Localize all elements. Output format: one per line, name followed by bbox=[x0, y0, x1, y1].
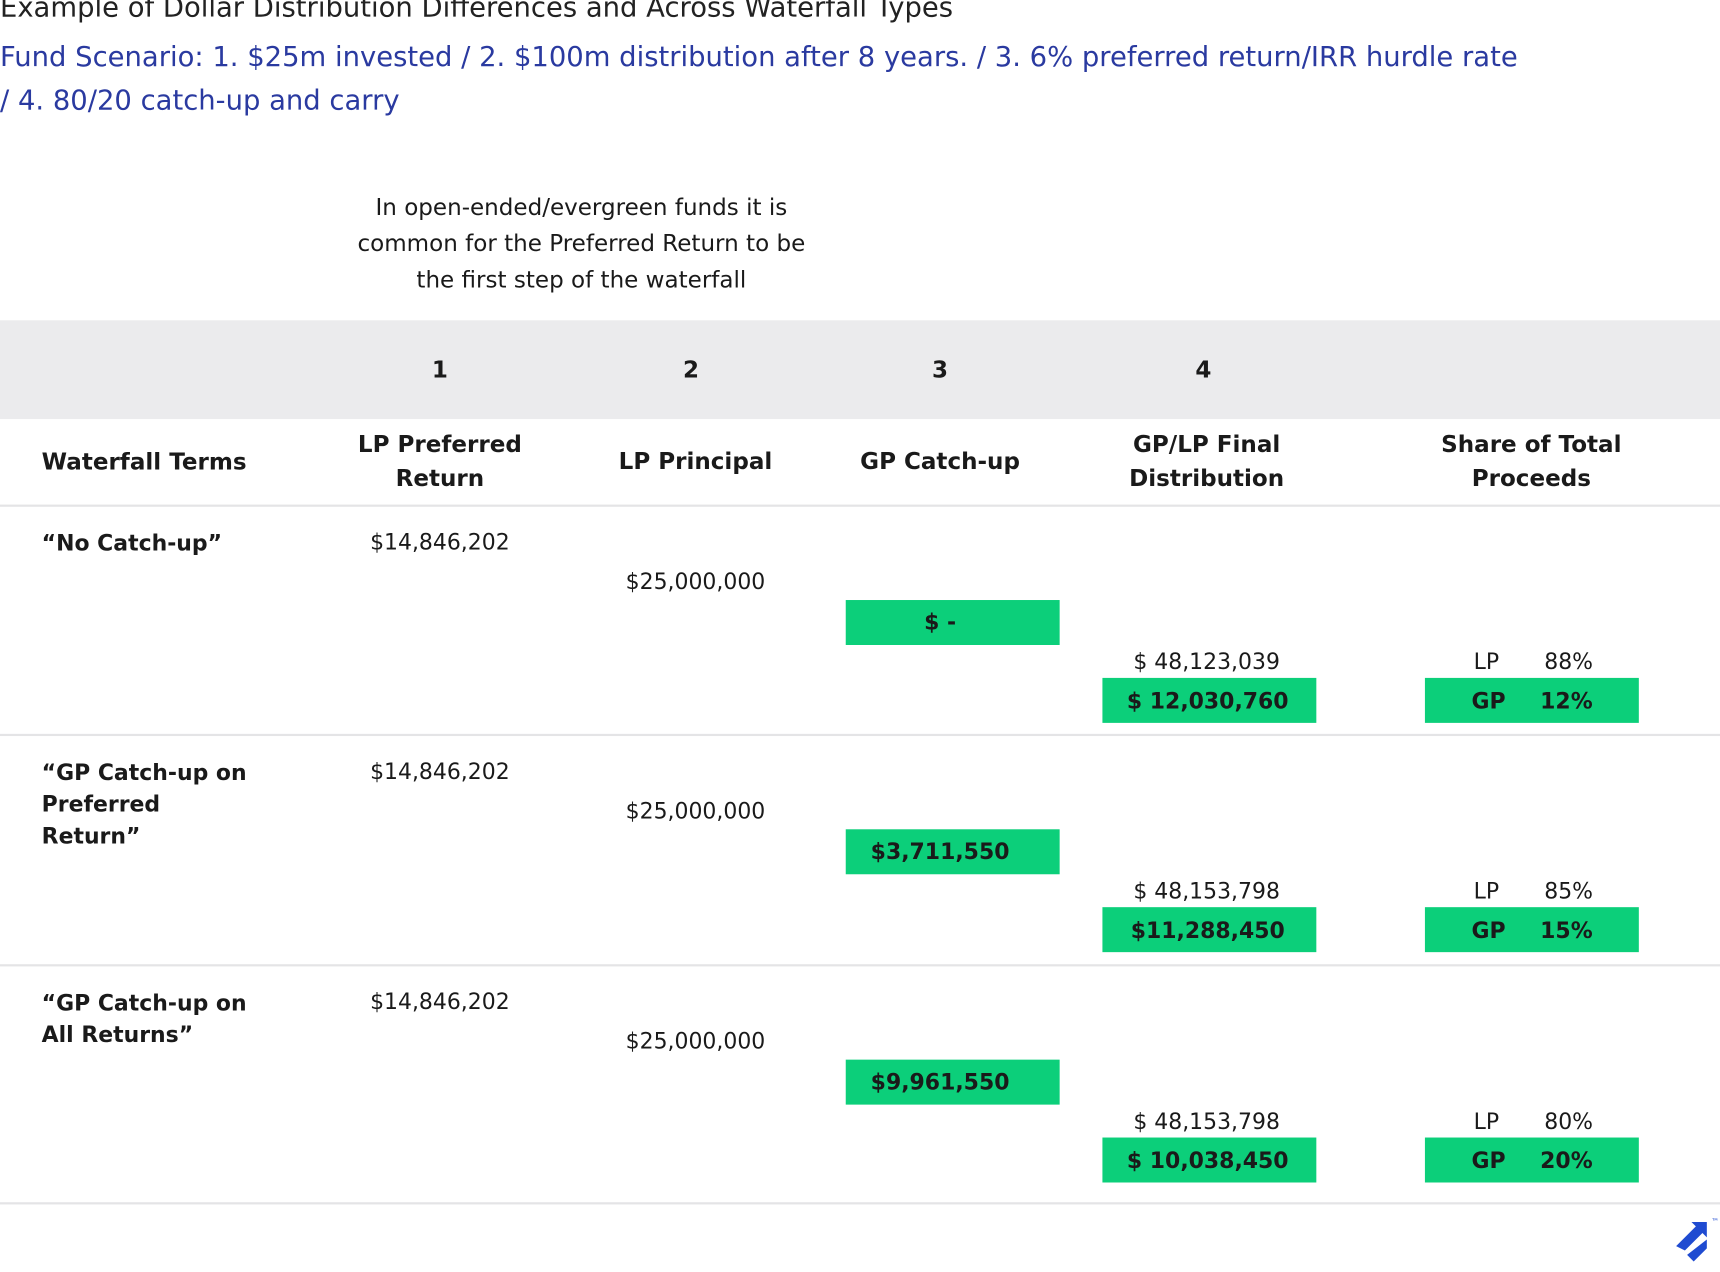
row-rule bbox=[0, 964, 1720, 967]
cell: GP bbox=[1471, 1147, 1506, 1174]
highlight-box bbox=[1424, 1137, 1639, 1183]
cell: 88% bbox=[1544, 648, 1594, 675]
column-header: GP Catch-up bbox=[860, 448, 1020, 475]
column-header: Share of Total Proceeds bbox=[1441, 431, 1622, 492]
svg-text:™: ™ bbox=[1711, 1217, 1719, 1226]
cell: $14,846,202 bbox=[370, 988, 510, 1015]
highlight-box bbox=[1102, 1137, 1317, 1183]
cell: $9,961,550 bbox=[870, 1068, 1010, 1095]
highlight-box bbox=[1102, 907, 1317, 953]
highlight-box bbox=[845, 600, 1060, 646]
subtitle-line: Fund Scenario: 1. $25m invested / 2. $10… bbox=[0, 40, 1518, 73]
cell: $25,000,000 bbox=[625, 1027, 766, 1055]
highlight-box bbox=[845, 829, 1060, 875]
row-term: “GP Catch-up on Preferred Return” bbox=[41, 759, 247, 850]
cell: $ 48,123,039 bbox=[1133, 648, 1280, 675]
row-term: “No Catch-up” bbox=[41, 529, 223, 557]
title: Example of Dollar Distribution Differenc… bbox=[0, 0, 954, 24]
row-rule bbox=[0, 733, 1720, 737]
cell: 85% bbox=[1544, 877, 1594, 904]
cell: GP bbox=[1471, 917, 1506, 944]
column-header: Waterfall Terms bbox=[41, 448, 247, 475]
cell: LP bbox=[1473, 648, 1500, 675]
annotation-line: the first step of the waterfall bbox=[416, 266, 747, 293]
cell: 80% bbox=[1544, 1107, 1594, 1135]
highlight-box bbox=[1102, 677, 1317, 723]
row-rule bbox=[0, 1202, 1720, 1205]
cell: $ 10,038,450 bbox=[1126, 1147, 1289, 1174]
column-header: LP Preferred Return bbox=[357, 431, 522, 492]
cell: $ - bbox=[924, 608, 957, 636]
cell: $25,000,000 bbox=[625, 797, 766, 824]
cell: 15% bbox=[1540, 917, 1593, 944]
highlight-box bbox=[1424, 907, 1639, 953]
cell: $11,288,450 bbox=[1130, 917, 1285, 944]
cell: 12% bbox=[1540, 687, 1593, 715]
cell: $ 48,153,798 bbox=[1133, 877, 1280, 904]
annotation-line: In open-ended/evergreen funds it is bbox=[375, 194, 788, 221]
cell: LP bbox=[1473, 877, 1500, 904]
step-number: 3 bbox=[932, 356, 949, 383]
cell: $25,000,000 bbox=[625, 568, 766, 595]
cell: $14,846,202 bbox=[370, 757, 510, 785]
header-rule bbox=[0, 504, 1720, 507]
cell: GP bbox=[1471, 687, 1506, 715]
cell: 20% bbox=[1540, 1147, 1593, 1174]
logo: ™ bbox=[1676, 1217, 1719, 1262]
highlight-box bbox=[845, 1059, 1060, 1105]
subtitle-line: / 4. 80/20 catch-up and carry bbox=[0, 84, 400, 117]
highlight-box bbox=[1424, 677, 1639, 723]
cell: $3,711,550 bbox=[870, 838, 1010, 865]
row-term: “GP Catch-up on All Returns” bbox=[41, 989, 247, 1048]
cell: LP bbox=[1473, 1107, 1500, 1135]
column-header: GP/LP Final Distribution bbox=[1129, 431, 1285, 492]
step-number: 4 bbox=[1195, 356, 1212, 383]
annotation-line: common for the Preferred Return to be bbox=[357, 230, 806, 257]
step-number: 1 bbox=[431, 356, 448, 383]
step-number: 2 bbox=[683, 356, 700, 383]
step-band bbox=[0, 320, 1720, 420]
cell: $14,846,202 bbox=[370, 528, 510, 556]
column-header: LP Principal bbox=[618, 448, 773, 475]
cell: $ 12,030,760 bbox=[1126, 687, 1289, 715]
cell: $ 48,153,798 bbox=[1133, 1107, 1280, 1135]
